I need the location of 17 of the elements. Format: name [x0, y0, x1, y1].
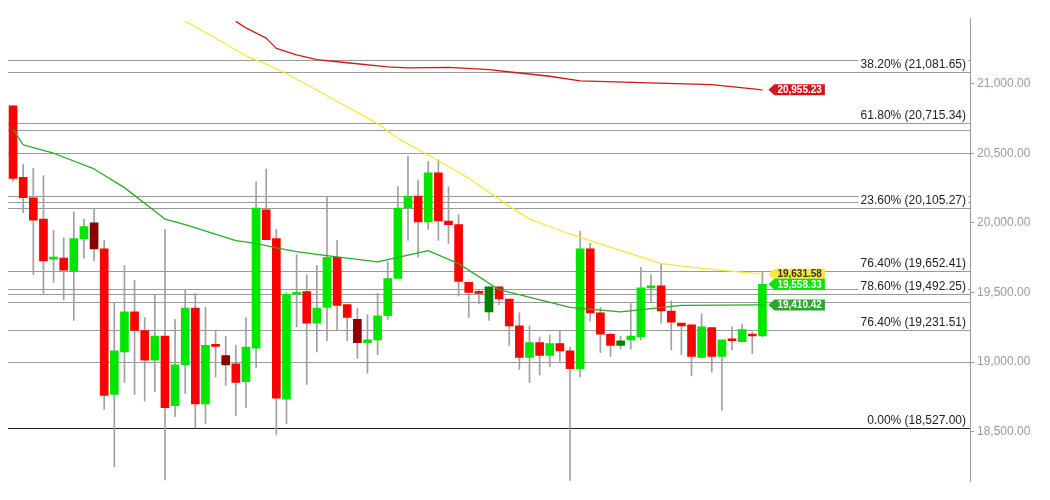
y-tick-label: 19,000.00: [977, 354, 1031, 369]
y-tick-label: 18,500.00: [977, 423, 1031, 438]
data-label: 19,410.42: [777, 299, 823, 311]
ref-line-label: 61.80% (20,715.34): [860, 107, 966, 122]
data-label: 19,631.58: [777, 268, 823, 280]
text: 19,558.33: [777, 278, 822, 290]
ref-line-label: 0.00% (18,527.00): [867, 412, 966, 427]
ref-line-label: 78.60% (19,492.25): [860, 278, 966, 293]
y-tick-label: 20,000.00: [977, 215, 1031, 230]
ref-line-label: 76.40% (19,231.51): [860, 314, 966, 329]
ref-line-label: 76.40% (19,652.41): [860, 255, 966, 270]
y-tick-label: 19,500.00: [977, 284, 1031, 299]
ref-line-label: 38.20% (21,081.65): [860, 56, 966, 71]
ref-line-label: 23.60% (20,105.27): [860, 192, 966, 207]
data-label: 20,955.23: [777, 84, 823, 96]
y-tick-label: 20,500.00: [977, 145, 1031, 160]
y-tick-label: 21,000.00: [977, 75, 1031, 90]
